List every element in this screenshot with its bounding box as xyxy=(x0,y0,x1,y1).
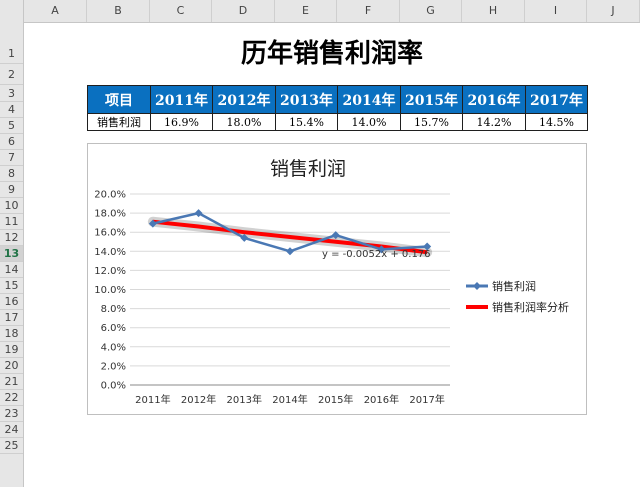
row-header-14[interactable]: 14 xyxy=(0,262,23,278)
row-header-12[interactable]: 12 xyxy=(0,230,23,246)
y-tick-label: 8.0% xyxy=(101,304,126,315)
table-header-row: 项目 2011年 2012年 2013年 2014年 2015年 2016年 2… xyxy=(87,85,588,114)
column-header-f[interactable]: F xyxy=(337,0,400,22)
data-point xyxy=(148,219,157,228)
header-cell-2011[interactable]: 2011年 xyxy=(150,85,213,114)
x-tick-label: 2016年 xyxy=(364,393,399,406)
profit-table: 项目 2011年 2012年 2013年 2014年 2015年 2016年 2… xyxy=(87,85,588,131)
y-axis-ticks: 0.0% 2.0% 4.0% 6.0% 8.0% 10.0% 12.0% 14.0% 16.0%… xyxy=(94,190,126,392)
row-header-23[interactable]: 23 xyxy=(0,406,23,422)
row-header-25[interactable]: 25 xyxy=(0,438,23,454)
row-header-9[interactable]: 9 xyxy=(0,182,23,198)
x-tick-label: 2015年 xyxy=(318,393,353,406)
column-header-d[interactable]: D xyxy=(212,0,275,22)
y-tick-label: 12.0% xyxy=(94,266,126,277)
x-tick-label: 2014年 xyxy=(272,393,307,406)
table-row: 销售利润 16.9% 18.0% 15.4% 14.0% 15.7% 14.2%… xyxy=(87,113,588,131)
x-tick-label: 2013年 xyxy=(227,393,262,406)
header-cell-2017[interactable]: 2017年 xyxy=(525,85,588,114)
y-tick-label: 10.0% xyxy=(94,285,126,296)
row-header-11[interactable]: 11 xyxy=(0,214,23,230)
header-cell-2016[interactable]: 2016年 xyxy=(462,85,526,114)
row-header-4[interactable]: 4 xyxy=(0,102,23,118)
row-header-1[interactable]: 1 xyxy=(0,22,23,64)
value-cell-2016[interactable]: 14.2% xyxy=(462,113,526,131)
value-cell-2012[interactable]: 18.0% xyxy=(212,113,276,131)
chart-series xyxy=(147,209,433,258)
chart-title: 销售利润 xyxy=(270,158,346,180)
row-header-24[interactable]: 24 xyxy=(0,422,23,438)
row-header-22[interactable]: 22 xyxy=(0,390,23,406)
row-header-15[interactable]: 15 xyxy=(0,278,23,294)
column-header-bar: A B C D E F G H I J xyxy=(0,0,640,23)
data-point xyxy=(377,245,386,254)
value-cell-2017[interactable]: 14.5% xyxy=(525,113,588,131)
data-point xyxy=(286,247,294,256)
y-tick-label: 16.0% xyxy=(94,228,126,239)
data-point xyxy=(194,209,203,218)
column-header-j[interactable]: J xyxy=(587,0,640,22)
row-header-bar: 1 2 3 4 5 6 7 8 9 10 11 12 13 14 15 16 17 18 19 20 21 22 23 24 2… xyxy=(0,22,24,487)
row-header-6[interactable]: 6 xyxy=(0,134,23,150)
legend-label-trendline: 销售利润率分析 xyxy=(492,300,569,314)
row-header-18[interactable]: 18 xyxy=(0,326,23,342)
header-cell-2012[interactable]: 2012年 xyxy=(212,85,276,114)
row-header-10[interactable]: 10 xyxy=(0,198,23,214)
legend-label-series1: 销售利润 xyxy=(492,279,536,293)
row-header-21[interactable]: 21 xyxy=(0,374,23,390)
value-cell-2014[interactable]: 14.0% xyxy=(337,113,401,131)
value-cell-2013[interactable]: 15.4% xyxy=(275,113,338,131)
row-header-16[interactable]: 16 xyxy=(0,294,23,310)
y-tick-label: 20.0% xyxy=(94,190,126,201)
column-header-i[interactable]: I xyxy=(525,0,587,22)
row-header-5[interactable]: 5 xyxy=(0,118,23,134)
data-point xyxy=(240,233,249,242)
y-tick-label: 2.0% xyxy=(101,361,126,372)
sheet-title[interactable]: 历年销售利润率 xyxy=(240,39,423,69)
row-label-cell[interactable]: 销售利润 xyxy=(87,113,151,131)
x-axis-ticks: 2011年 2012年 2013年 2014年 2015年 2016年 2017年 xyxy=(135,393,445,406)
row-header-13[interactable]: 13 xyxy=(0,246,23,262)
x-tick-label: 2011年 xyxy=(135,393,170,406)
row-header-19[interactable]: 19 xyxy=(0,342,23,358)
x-tick-label: 2017年 xyxy=(409,393,444,406)
row-header-7[interactable]: 7 xyxy=(0,150,23,166)
data-point xyxy=(423,242,432,251)
column-header-h[interactable]: H xyxy=(462,0,525,22)
column-header-c[interactable]: C xyxy=(150,0,212,22)
y-tick-label: 4.0% xyxy=(101,342,126,353)
chart-legend: 销售利润 销售利润率分析 xyxy=(466,279,569,314)
header-cell-2013[interactable]: 2013年 xyxy=(275,85,338,114)
y-tick-label: 6.0% xyxy=(101,323,126,334)
trendline-equation: y = -0.0052x + 0.176 xyxy=(322,249,431,260)
y-tick-label: 0.0% xyxy=(101,381,126,392)
chart-gridlines xyxy=(130,193,450,386)
x-tick-label: 2012年 xyxy=(181,393,216,406)
value-cell-2011[interactable]: 16.9% xyxy=(150,113,213,131)
line-chart: 销售利润 0.0% 2.0% 4.0% 6.0% 8.0% 10.0% 12.0% 14.0%… xyxy=(94,158,569,406)
column-header-g[interactable]: G xyxy=(400,0,462,22)
row-header-2[interactable]: 2 xyxy=(0,64,23,85)
column-header-b[interactable]: B xyxy=(87,0,150,22)
data-point xyxy=(331,231,340,240)
row-header-17[interactable]: 17 xyxy=(0,310,23,326)
header-cell-2014[interactable]: 2014年 xyxy=(337,85,401,114)
value-cell-2015[interactable]: 15.7% xyxy=(400,113,463,131)
y-tick-label: 14.0% xyxy=(94,247,126,258)
row-header-8[interactable]: 8 xyxy=(0,166,23,182)
y-tick-label: 18.0% xyxy=(94,209,126,220)
chart-container[interactable]: 销售利润 0.0% 2.0% 4.0% 6.0% 8.0% 10.0% 12.0% 14.0%… xyxy=(87,143,587,415)
header-cell-item[interactable]: 项目 xyxy=(87,85,151,114)
row-header-20[interactable]: 20 xyxy=(0,358,23,374)
column-header-e[interactable]: E xyxy=(275,0,337,22)
row-header-3[interactable]: 3 xyxy=(0,85,23,102)
column-header-a[interactable]: A xyxy=(24,0,87,22)
select-all-corner[interactable] xyxy=(0,0,24,22)
legend-marker-diamond xyxy=(473,282,481,290)
header-cell-2015[interactable]: 2015年 xyxy=(400,85,463,114)
